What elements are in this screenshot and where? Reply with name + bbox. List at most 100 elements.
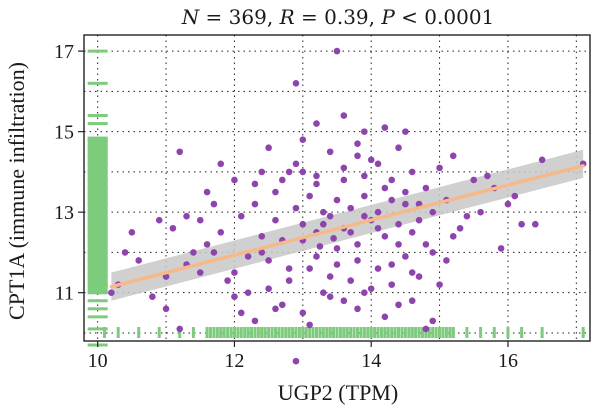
data-point-140 <box>210 200 218 208</box>
data-point-89 <box>388 196 396 204</box>
data-point-19 <box>408 168 416 176</box>
data-point-108 <box>190 249 197 256</box>
rug-fill-x-19 <box>270 327 274 338</box>
rug-fill-x-72 <box>451 327 455 338</box>
rug-fill-x-7 <box>229 327 233 338</box>
data-point-133 <box>340 164 348 172</box>
rug-fill-y-62 <box>87 141 108 145</box>
chart-title: N = 369, R = 0.39, P < 0.0001 <box>181 5 495 29</box>
x-tick-label-0: 10 <box>88 350 108 372</box>
data-point-150 <box>330 235 337 242</box>
y-axis-ticks: 11 13 15 17 <box>54 41 84 305</box>
rug-fill-x-56 <box>397 327 401 338</box>
rug-fill-y-20 <box>87 242 108 246</box>
rug-fill-y-24 <box>87 233 108 237</box>
rug-mark-y-0 <box>87 49 108 53</box>
title-r-value: = 0.39, <box>295 5 382 29</box>
data-point-74 <box>422 325 430 333</box>
data-point-144 <box>518 220 525 228</box>
rug-fill-y-59 <box>87 148 108 152</box>
data-point-121 <box>415 273 423 280</box>
data-point-14 <box>292 160 300 168</box>
data-point-88 <box>374 208 382 216</box>
data-point-12 <box>217 160 225 168</box>
rug-fill-y-25 <box>87 230 108 234</box>
data-point-151 <box>316 243 324 250</box>
y-tick-label-2: 15 <box>54 122 74 144</box>
rug-fill-y-60 <box>87 146 108 150</box>
data-point-112 <box>285 277 293 284</box>
rug-fill-x-24 <box>287 327 291 338</box>
rug-mark-y-25 <box>87 307 108 311</box>
rug-fill-y-8 <box>87 271 108 275</box>
data-point-21 <box>470 176 478 184</box>
rug-fill-x-34 <box>321 327 325 338</box>
rug-mark-y-27 <box>87 327 108 331</box>
rug-fill-x-5 <box>222 327 226 338</box>
data-point-24 <box>531 220 539 228</box>
data-point-69 <box>388 261 396 268</box>
rug-fill-x-6 <box>226 327 230 338</box>
title-n-value: = 369, <box>199 5 279 29</box>
rug-fill-y-12 <box>87 262 108 266</box>
data-point-130 <box>395 301 402 309</box>
data-point-63 <box>347 228 354 236</box>
rug-fill-y-63 <box>87 138 108 142</box>
rug-fill-x-66 <box>431 327 435 338</box>
rug-fill-y-7 <box>87 274 108 278</box>
x-tick-label-2: 14 <box>361 350 381 372</box>
data-point-48 <box>237 309 245 317</box>
data-point-32 <box>251 180 259 188</box>
data-point-42 <box>149 293 156 301</box>
rug-fill-x-55 <box>393 327 397 338</box>
rug-fill-x-58 <box>403 327 407 338</box>
data-point-132 <box>313 180 320 188</box>
data-point-136 <box>367 156 375 164</box>
rug-fill-y-41 <box>87 192 108 196</box>
rug-fill-y-36 <box>87 204 108 208</box>
rug-fill-y-14 <box>87 257 108 261</box>
rug-fill-x-12 <box>246 327 250 338</box>
rug-fill-y-46 <box>87 180 108 184</box>
rug-fill-x-31 <box>311 327 315 338</box>
data-point-9 <box>538 156 546 164</box>
data-point-59 <box>320 220 327 228</box>
data-point-81 <box>272 188 279 196</box>
rug-fill-y-1 <box>87 288 108 292</box>
y-tick-label-3: 17 <box>54 41 74 63</box>
data-point-36 <box>169 224 177 232</box>
rug-fill-x-17 <box>263 327 267 338</box>
data-point-4 <box>361 128 368 135</box>
rug-fill-y-51 <box>87 167 108 171</box>
title-n-label: N <box>181 5 201 29</box>
data-point-129 <box>354 305 361 313</box>
data-point-57 <box>306 321 313 329</box>
rug-fill-y-32 <box>87 213 108 217</box>
rug-fill-x-33 <box>318 327 322 338</box>
rug-fill-y-9 <box>87 269 108 273</box>
rug-fill-x-0 <box>205 327 209 338</box>
data-point-113 <box>306 265 313 272</box>
data-point-34 <box>203 188 211 196</box>
rug-mark-x-1 <box>116 327 120 338</box>
data-point-119 <box>388 281 396 288</box>
rug-fill-x-22 <box>280 327 284 338</box>
data-point-41 <box>135 257 143 264</box>
data-point-87 <box>361 192 368 200</box>
data-point-45 <box>196 269 204 276</box>
rug-fill-y-26 <box>87 228 108 232</box>
data-point-83 <box>306 192 313 200</box>
rug-fill-y-61 <box>87 143 108 147</box>
data-point-134 <box>299 168 307 176</box>
data-point-131 <box>429 317 437 325</box>
data-point-11 <box>176 148 184 156</box>
rug-mark-x-25 <box>465 327 469 338</box>
data-point-8 <box>449 152 457 160</box>
rug-fill-y-30 <box>87 218 108 222</box>
data-point-39 <box>108 289 115 296</box>
plot-frame <box>83 34 591 342</box>
rug-fill-x-38 <box>335 327 339 338</box>
rug-mark-x-4 <box>178 327 182 338</box>
rug-mark-y-26 <box>87 315 108 319</box>
